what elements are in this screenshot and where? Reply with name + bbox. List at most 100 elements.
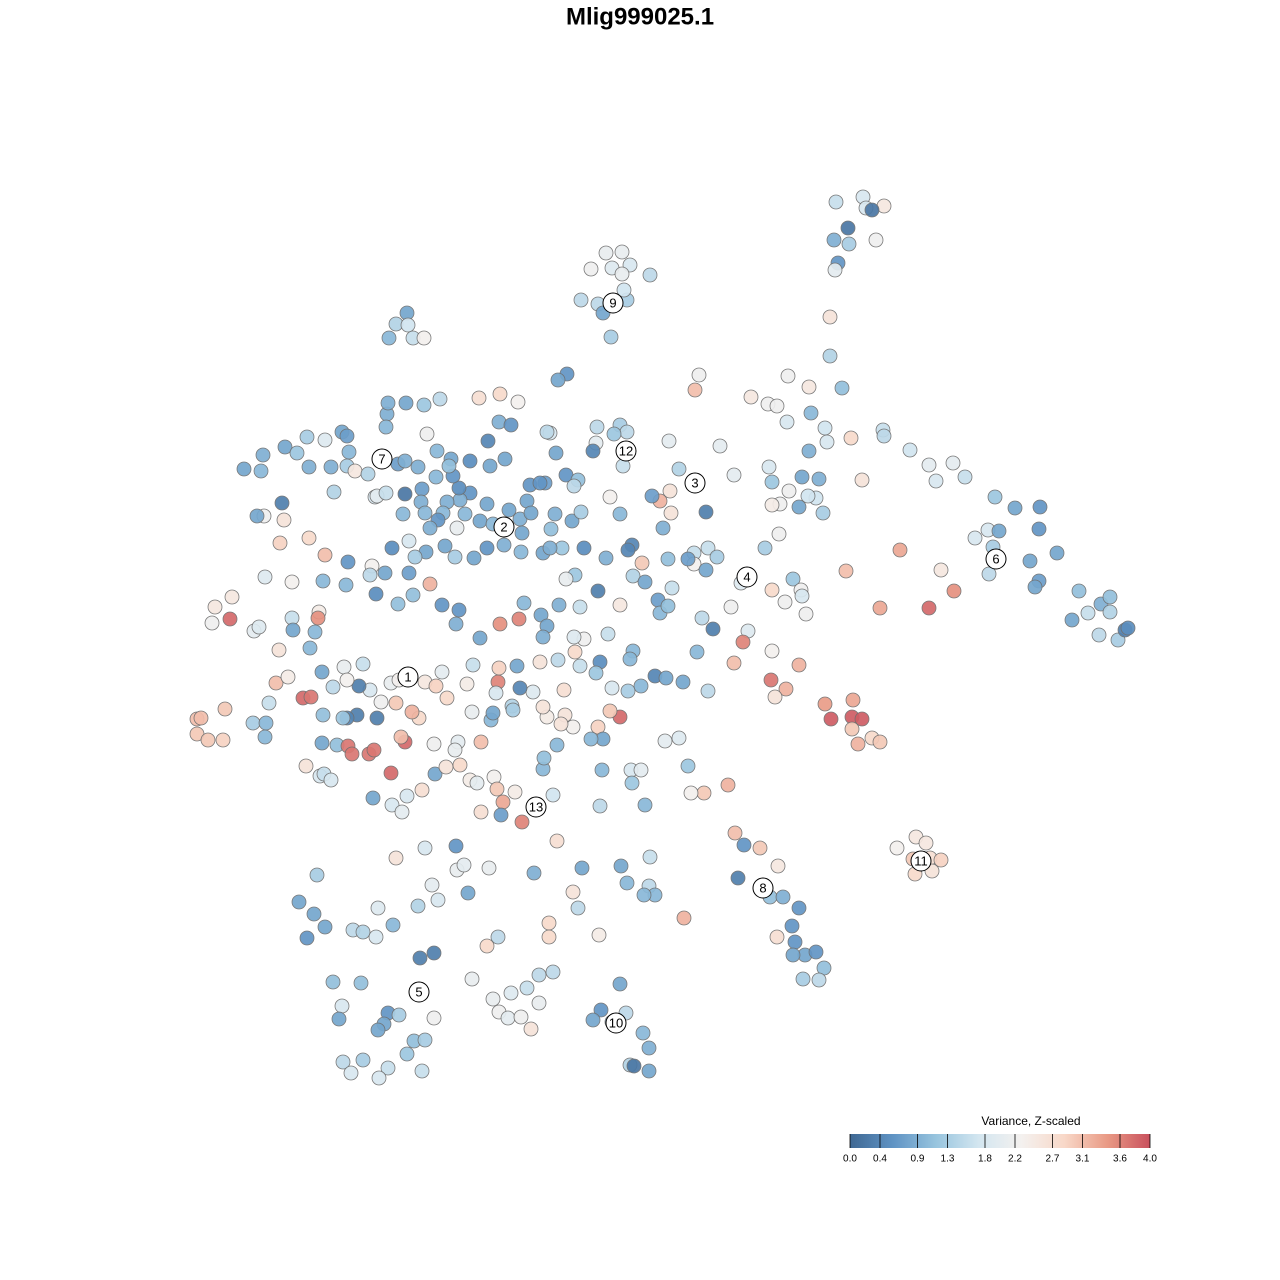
point xyxy=(730,870,746,886)
point xyxy=(612,506,628,522)
point xyxy=(735,634,751,650)
point xyxy=(338,577,354,593)
point xyxy=(510,394,526,410)
point xyxy=(429,443,445,459)
point xyxy=(284,574,300,590)
point xyxy=(696,785,712,801)
point xyxy=(343,1065,359,1081)
cluster-marker xyxy=(910,850,932,872)
point xyxy=(641,1063,657,1079)
point xyxy=(511,611,527,627)
point xyxy=(289,445,305,461)
point xyxy=(460,885,476,901)
point xyxy=(622,651,638,667)
point xyxy=(451,602,467,618)
point xyxy=(399,1046,415,1062)
point xyxy=(680,758,696,774)
point xyxy=(566,478,582,494)
point xyxy=(691,367,707,383)
point xyxy=(553,716,569,732)
point xyxy=(1022,553,1038,569)
point xyxy=(683,785,699,801)
point xyxy=(1091,627,1107,643)
cluster-marker xyxy=(371,448,393,470)
point xyxy=(217,701,233,717)
cluster-label: 5 xyxy=(415,984,422,999)
point xyxy=(334,998,350,1014)
point xyxy=(655,520,671,536)
point xyxy=(803,405,819,421)
point xyxy=(485,991,501,1007)
point xyxy=(945,455,961,471)
point xyxy=(671,730,687,746)
point xyxy=(918,835,934,851)
point xyxy=(512,680,528,696)
point xyxy=(368,929,384,945)
point xyxy=(422,520,438,536)
point xyxy=(736,837,752,853)
cluster-marker xyxy=(525,796,547,818)
point xyxy=(642,849,658,865)
point xyxy=(549,737,565,753)
colorbar-tick-label: 2.2 xyxy=(1008,1154,1022,1165)
point xyxy=(479,496,495,512)
point xyxy=(532,654,548,670)
point xyxy=(419,426,435,442)
point xyxy=(355,1052,371,1068)
point xyxy=(439,690,455,706)
point xyxy=(689,644,705,660)
point xyxy=(249,508,265,524)
point xyxy=(981,566,997,582)
point xyxy=(545,787,561,803)
point xyxy=(257,569,273,585)
point xyxy=(353,975,369,991)
point xyxy=(340,554,356,570)
point xyxy=(373,694,389,710)
point xyxy=(764,643,780,659)
point xyxy=(794,469,810,485)
point xyxy=(564,513,580,529)
point xyxy=(514,814,530,830)
point xyxy=(459,676,475,692)
point xyxy=(360,466,376,482)
point xyxy=(299,930,315,946)
point xyxy=(822,309,838,325)
point xyxy=(662,483,678,499)
colorbar-tick-label: 2.7 xyxy=(1046,1154,1060,1165)
cluster-marker xyxy=(752,877,774,899)
point xyxy=(620,683,636,699)
point xyxy=(490,929,506,945)
point xyxy=(355,656,371,672)
colorbar-tick-label: 0.4 xyxy=(873,1154,887,1165)
point xyxy=(193,710,209,726)
point xyxy=(496,537,512,553)
point xyxy=(1049,545,1065,561)
point xyxy=(791,499,807,515)
point xyxy=(826,232,842,248)
point xyxy=(362,567,378,583)
point xyxy=(526,865,542,881)
point xyxy=(635,1025,651,1041)
point xyxy=(422,576,438,592)
point xyxy=(255,447,271,463)
point xyxy=(417,1032,433,1048)
point xyxy=(594,762,610,778)
point xyxy=(317,919,333,935)
point xyxy=(541,929,557,945)
point xyxy=(492,616,508,632)
point xyxy=(503,985,519,1001)
point xyxy=(400,317,416,333)
point xyxy=(845,692,861,708)
point xyxy=(222,611,238,627)
point xyxy=(523,505,539,521)
point xyxy=(570,900,586,916)
colorbar-tick-label: 0.0 xyxy=(843,1154,857,1165)
point xyxy=(811,471,827,487)
point xyxy=(407,549,423,565)
cluster-label: 11 xyxy=(914,853,928,868)
point xyxy=(828,194,844,210)
point xyxy=(723,599,739,615)
point xyxy=(946,583,962,599)
point xyxy=(550,652,566,668)
point xyxy=(491,660,507,676)
